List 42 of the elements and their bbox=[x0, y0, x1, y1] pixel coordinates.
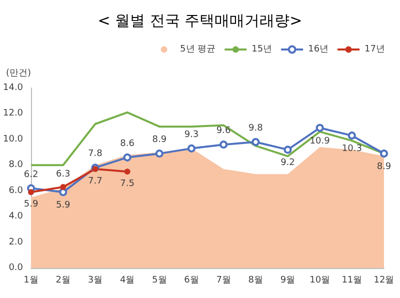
x-tick-label: 8월 bbox=[248, 276, 264, 286]
data-label: 8.9 bbox=[376, 162, 392, 172]
chart-title: < 월별 전국 주택매매거래량> bbox=[98, 12, 302, 30]
y-tick-label: 4.0 bbox=[8, 212, 24, 222]
data-label: 8.9 bbox=[152, 135, 167, 146]
y-tick-label: 0.0 bbox=[8, 263, 24, 273]
data-label: 9.6 bbox=[216, 126, 231, 136]
data-label: 5.9 bbox=[24, 200, 38, 210]
x-tick-label: 6월 bbox=[184, 276, 199, 286]
data-label: 8.6 bbox=[120, 138, 135, 149]
data-label: 7.5 bbox=[120, 179, 134, 190]
x-tick-label: 9월 bbox=[280, 276, 296, 286]
y-tick-label: 6.0 bbox=[8, 186, 24, 196]
data-label: 6.2 bbox=[24, 170, 38, 180]
x-tick-label: 3월 bbox=[88, 276, 103, 286]
y-tick-label: 10.0 bbox=[2, 134, 24, 144]
data-label: 9.3 bbox=[184, 130, 199, 140]
data-label: 10.9 bbox=[310, 136, 330, 146]
data-label: 7.8 bbox=[88, 149, 103, 160]
legend-label: 5년 평균 bbox=[180, 44, 216, 54]
x-tick-label: 5월 bbox=[152, 276, 167, 286]
x-tick-label: 2월 bbox=[56, 276, 70, 286]
y-tick-label: 14.0 bbox=[2, 83, 24, 93]
legend-label: 16년 bbox=[308, 44, 329, 54]
y-axis-title: (만건) bbox=[6, 68, 32, 78]
data-label: 9.2 bbox=[280, 158, 295, 168]
x-tick-label: 12월 bbox=[374, 276, 394, 286]
x-tick-label: 1월 bbox=[24, 276, 38, 286]
data-label: 7.7 bbox=[88, 176, 102, 186]
x-tick-label: 10월 bbox=[310, 276, 330, 286]
y-tick-label: 12.0 bbox=[2, 108, 24, 119]
x-tick-label: 11월 bbox=[342, 276, 362, 286]
data-label: 10.3 bbox=[342, 144, 362, 154]
x-tick-label: 7월 bbox=[216, 276, 231, 286]
data-label: 5.9 bbox=[56, 200, 71, 211]
legend-label: 15년 bbox=[252, 44, 272, 54]
data-label: 9.8 bbox=[248, 124, 264, 134]
x-tick-label: 4월 bbox=[120, 276, 135, 286]
legend-label: 17년 bbox=[364, 44, 385, 54]
y-tick-label: 8.0 bbox=[8, 160, 24, 170]
y-tick-label: 2.0 bbox=[8, 237, 24, 248]
data-label: 6.3 bbox=[56, 170, 70, 180]
